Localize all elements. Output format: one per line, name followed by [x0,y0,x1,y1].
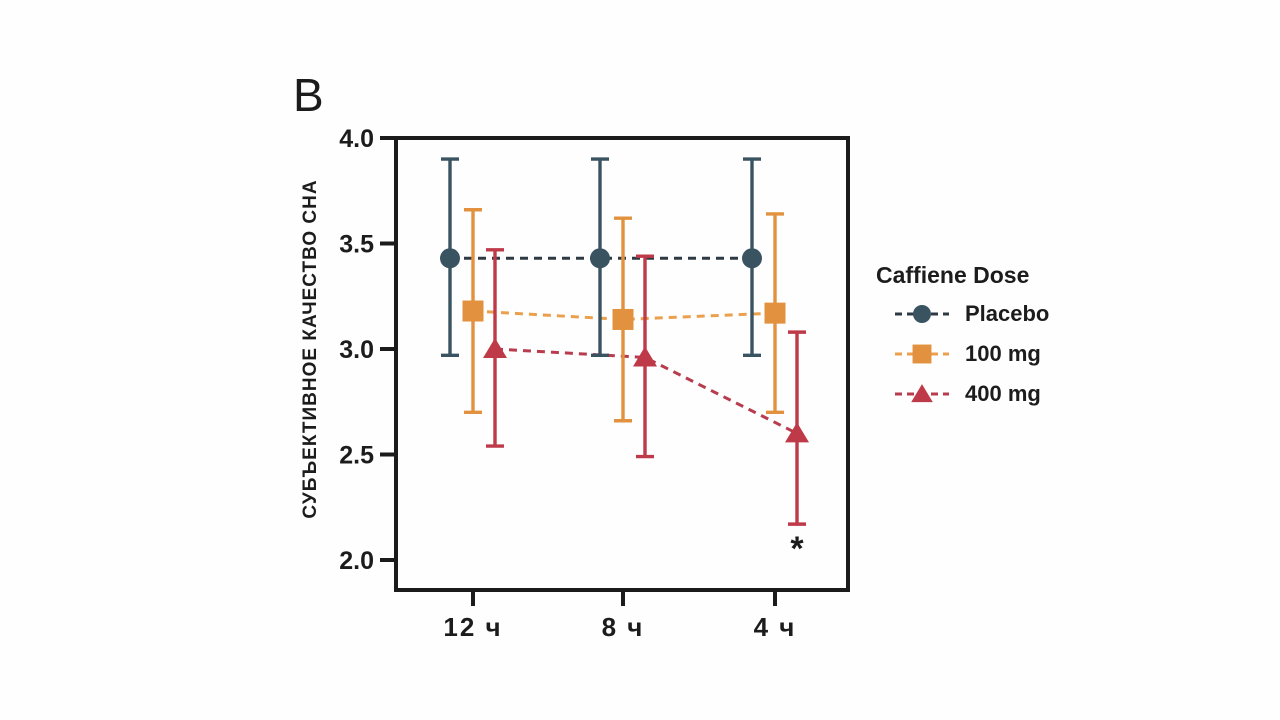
panel-label: B [293,69,324,121]
400mg-marker-icon [895,384,949,403]
y-tick-label: 4.0 [339,125,374,153]
legend-marker-400-mg [911,384,933,403]
marker-triangle-400-mg [633,346,657,367]
x-tick-label: 8 ч [602,612,645,642]
legend-entry-400mg: 400 mg [876,379,1049,409]
marker-triangle-400-mg [483,338,507,358]
marker-square-100-mg [462,300,484,322]
marker-circle-placebo [590,248,610,269]
plot-frame [394,136,850,592]
y-tick-label: 2.0 [339,547,374,575]
legend-entry-label: 100 mg [965,341,1041,366]
marker-square-100-mg [612,308,634,330]
y-tick-label: 3.0 [339,336,374,364]
y-tick-label: 3.5 [339,231,374,259]
100mg-marker-icon [895,344,949,364]
marker-circle-placebo [440,248,460,269]
x-tick-label: 4 ч [754,612,797,642]
legend-entry-placebo: Placebo [876,299,1049,329]
legend-entry-label: Placebo [965,301,1050,326]
legend: Caffiene Dose Placebo 100 mg 400 mg [876,262,1049,409]
marker-circle-placebo [742,248,762,269]
legend-title: Caffiene Dose [876,262,1030,288]
marker-triangle-400-mg [785,422,809,443]
legend-entry-label: 400 mg [965,381,1041,406]
marker-square-100-mg [764,302,786,324]
y-axis-title: СУБЪЕКТИВНОЕ КАЧЕСТВО СНА [300,179,321,518]
x-tick-label: 12 ч [443,612,502,642]
legend-marker-100-mg [912,344,932,364]
legend-marker-placebo [913,305,931,323]
legend-entry-100mg: 100 mg [876,339,1049,369]
significance-asterisk: * [790,530,804,568]
placebo-marker-icon [895,305,949,323]
y-tick-label: 2.5 [339,442,374,470]
